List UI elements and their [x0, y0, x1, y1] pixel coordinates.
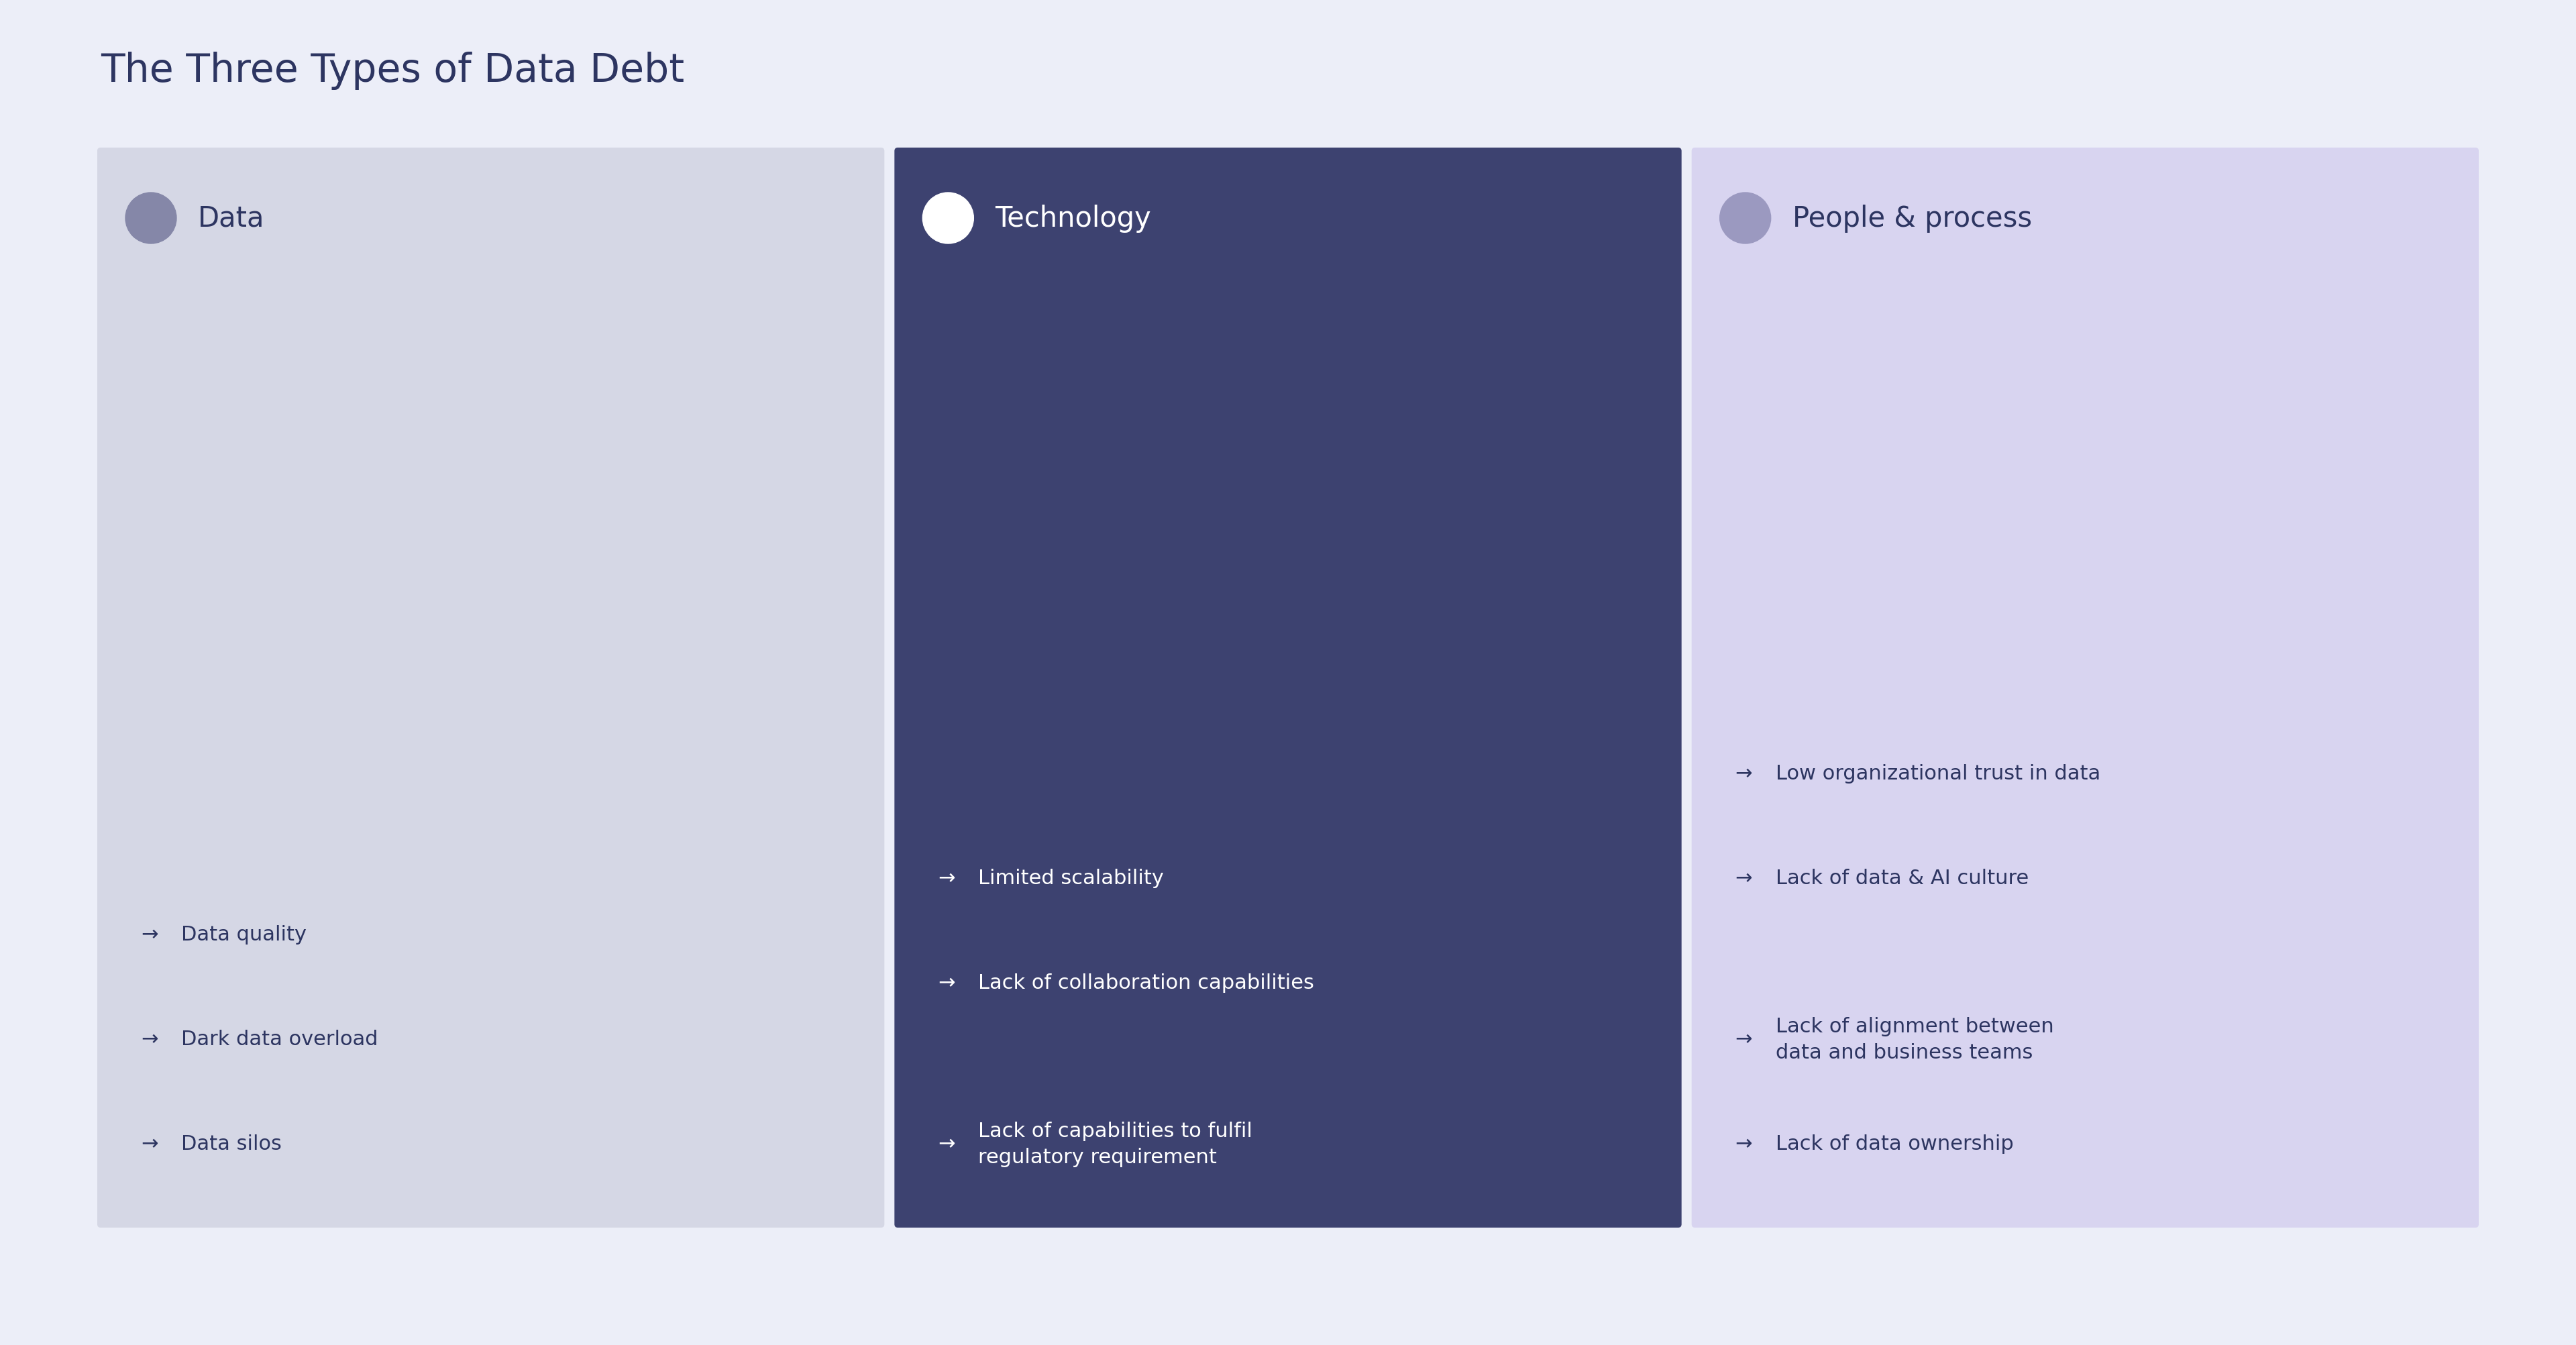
Text: The Three Types of Data Debt: The Three Types of Data Debt	[100, 51, 685, 90]
Text: Dark data overload: Dark data overload	[180, 1029, 379, 1049]
Text: →: →	[1736, 1029, 1752, 1049]
Text: Limited scalability: Limited scalability	[979, 869, 1164, 888]
Text: →: →	[938, 972, 956, 993]
Text: →: →	[142, 1134, 157, 1154]
Text: Lack of collaboration capabilities: Lack of collaboration capabilities	[979, 972, 1314, 993]
Text: →: →	[142, 1029, 157, 1049]
Text: Lack of capabilities to fulfil
regulatory requirement: Lack of capabilities to fulfil regulator…	[979, 1122, 1252, 1166]
Text: →: →	[938, 869, 956, 888]
Text: Lack of data ownership: Lack of data ownership	[1775, 1134, 2014, 1154]
FancyBboxPatch shape	[1692, 148, 2478, 1228]
Circle shape	[1721, 194, 1770, 243]
Text: People & process: People & process	[1793, 204, 2032, 233]
Text: →: →	[142, 925, 157, 944]
Circle shape	[922, 194, 974, 243]
Text: Data: Data	[198, 204, 265, 233]
Text: →: →	[1736, 869, 1752, 888]
Text: Lack of alignment between
data and business teams: Lack of alignment between data and busin…	[1775, 1017, 2053, 1061]
Text: Data silos: Data silos	[180, 1134, 281, 1154]
FancyBboxPatch shape	[98, 148, 884, 1228]
Text: Data quality: Data quality	[180, 925, 307, 944]
Text: Lack of data & AI culture: Lack of data & AI culture	[1775, 869, 2027, 888]
Circle shape	[126, 194, 175, 243]
Text: Technology: Technology	[994, 204, 1151, 233]
Text: →: →	[938, 1134, 956, 1154]
Text: →: →	[1736, 764, 1752, 783]
Text: Low organizational trust in data: Low organizational trust in data	[1775, 764, 2099, 783]
Text: →: →	[1736, 1134, 1752, 1154]
FancyBboxPatch shape	[894, 148, 1682, 1228]
